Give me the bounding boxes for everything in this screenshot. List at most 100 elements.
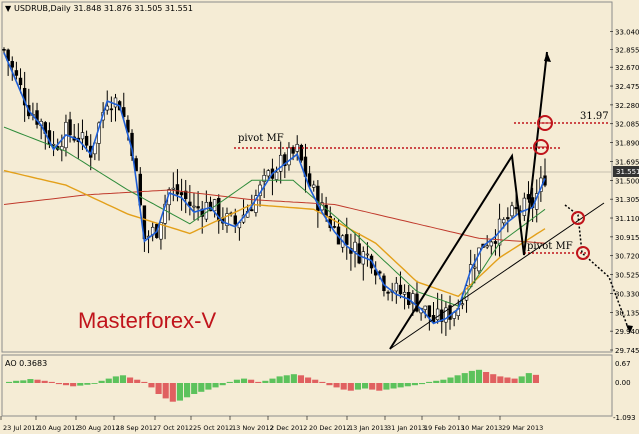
- ao-bar: [518, 376, 525, 383]
- ao-bar: [283, 375, 290, 383]
- x-tick-label: 20 Dec 2012: [309, 424, 351, 432]
- ao-bar: [319, 381, 326, 383]
- candle-body: [278, 154, 283, 172]
- x-tick-label: 30 Aug 2012: [78, 424, 120, 432]
- candle-body: [159, 222, 163, 240]
- ao-bar: [504, 377, 511, 383]
- ao-bar: [226, 381, 233, 383]
- candle-body: [394, 282, 399, 292]
- ao-bar: [297, 375, 305, 383]
- ao-bar: [91, 383, 98, 384]
- y-tick-label: 33.040: [615, 28, 639, 36]
- ao-bar: [255, 381, 262, 383]
- ao-bar: [176, 383, 183, 401]
- ao-bar: [62, 383, 70, 386]
- ao-bar: [312, 379, 319, 383]
- candle-body: [365, 253, 370, 256]
- candle-body: [522, 197, 527, 216]
- ao-bar: [390, 383, 397, 389]
- ao-label: AO 0.3683: [5, 359, 47, 368]
- ao-bar: [532, 374, 539, 383]
- ao-bar: [362, 383, 369, 389]
- candle-body: [287, 147, 291, 166]
- y-tick-label: 30.915: [615, 234, 639, 242]
- ao-bar: [426, 381, 433, 383]
- ao-bar: [305, 377, 312, 383]
- candle-body: [184, 190, 188, 199]
- pivot-right-label: pivot MF: [527, 241, 573, 252]
- ao-bar: [333, 383, 340, 388]
- ao-bar: [148, 383, 155, 388]
- candle-body: [250, 209, 254, 212]
- candle-body: [514, 207, 518, 210]
- ao-bar: [233, 379, 240, 383]
- ao-bar: [326, 383, 333, 386]
- x-tick-label: 2 Dec 2012: [270, 424, 307, 432]
- chart-header-arrow[interactable]: ▼: [5, 4, 12, 13]
- ao-bar: [269, 378, 276, 383]
- ao-bar: [483, 372, 490, 383]
- ao-bar: [404, 383, 411, 387]
- candle-body: [225, 213, 229, 226]
- ao-bar: [383, 383, 390, 390]
- ao-bar: [205, 383, 212, 390]
- ao-bar: [141, 381, 148, 383]
- ma-blue-line: [3, 52, 546, 325]
- ao-bar: [162, 383, 169, 399]
- ao-bar: [41, 380, 48, 383]
- watermark-text: Masterforex-V: [78, 308, 216, 333]
- candle-body: [493, 241, 498, 244]
- ao-bar: [454, 375, 461, 383]
- y-tick-label: 32.280: [615, 102, 639, 110]
- ao-bar: [369, 383, 376, 390]
- candle-body: [217, 198, 221, 222]
- ao-bar: [376, 383, 383, 391]
- ao-bar: [134, 379, 141, 383]
- candle-body: [204, 202, 209, 220]
- ao-bar: [397, 383, 404, 388]
- x-tick-label: 10 Aug 2012: [38, 424, 80, 432]
- candle-body: [502, 219, 506, 224]
- ao-plot-frame: [1, 354, 613, 417]
- ao-tick-top: 0.67: [615, 360, 631, 368]
- ao-bar: [411, 383, 418, 386]
- x-tick-label: 13 Nov 2012: [232, 424, 274, 432]
- candle-body: [444, 307, 448, 323]
- level-label: 31.97: [580, 111, 609, 122]
- candle-body: [10, 61, 14, 68]
- down-arrow-head-icon: [626, 325, 633, 333]
- ao-bar: [191, 383, 198, 394]
- x-tick-label: 25 Oct 2012: [193, 424, 233, 432]
- ao-bar: [6, 381, 13, 383]
- zigzag-projection: [389, 51, 548, 350]
- ao-bar: [525, 373, 532, 383]
- ao-bar: [212, 383, 219, 388]
- main-plot-frame: [1, 1, 613, 353]
- y-tick-label: 29.745: [615, 347, 639, 355]
- ao-bar: [55, 383, 62, 385]
- candle-body: [122, 107, 126, 117]
- candle-body: [427, 305, 432, 318]
- x-tick-label: 7 Oct 2012: [157, 424, 193, 432]
- candle-body: [299, 144, 304, 161]
- candle-body: [506, 217, 510, 220]
- y-tick-label: 32.475: [615, 83, 639, 91]
- y-tick-label: 30.135: [615, 309, 639, 317]
- ao-bar: [13, 380, 20, 383]
- ao-bar: [340, 383, 347, 390]
- ao-bar: [184, 383, 191, 398]
- ao-bar: [105, 378, 112, 383]
- x-tick-label: 29 Mar 2013: [502, 424, 543, 432]
- ao-bar: [440, 379, 447, 383]
- y-axis-ticks: 33.040 32.855 32.670 32.475 32.280 32.085 31.8…: [610, 28, 639, 355]
- pivot-top-label: pivot MF: [238, 133, 284, 144]
- candle-body: [291, 147, 295, 154]
- y-tick-label: 31.305: [615, 196, 639, 204]
- candle-body: [398, 284, 403, 295]
- circle-trendline-touch: [571, 211, 585, 225]
- candle-body: [386, 291, 390, 294]
- candle-body: [179, 192, 184, 196]
- candle-body: [113, 97, 118, 108]
